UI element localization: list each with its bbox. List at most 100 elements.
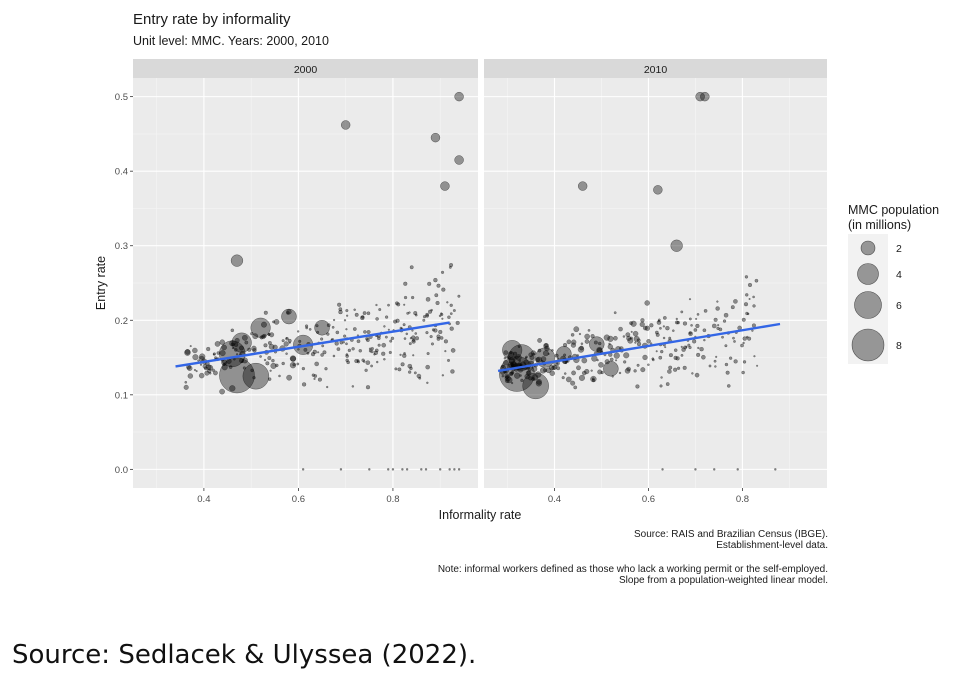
data-point [320,353,324,357]
data-point [741,317,746,322]
x-tick-label: 0.8 [736,494,749,505]
data-point [441,287,446,292]
data-point [441,374,444,377]
data-point [311,373,315,377]
data-point [640,318,645,323]
data-point [269,369,272,372]
data-point [314,361,319,367]
data-point [374,348,379,353]
data-point [197,359,200,362]
data-point [433,277,438,283]
data-point [427,281,432,286]
data-point [278,374,281,378]
data-point [214,341,221,347]
data-point [370,346,374,351]
data-point [362,311,367,315]
data-point [272,344,278,350]
data-point [556,346,572,362]
data-point [345,354,349,358]
data-point [438,468,442,471]
data-point [449,326,454,331]
data-point [607,344,614,350]
data-point [680,310,684,314]
chart-subtitle: Unit level: MMC. Years: 2000, 2010 [133,34,329,48]
data-point [403,337,407,340]
data-point [693,328,698,332]
data-point [454,155,464,165]
data-point [728,356,733,360]
data-point [587,329,591,332]
data-point [347,348,352,353]
data-point [571,370,576,376]
data-point [774,468,777,471]
data-point [692,339,697,344]
data-point [624,368,631,374]
data-point [745,335,749,339]
data-point [662,325,665,328]
data-point [673,367,678,372]
data-point [634,341,637,344]
data-point [581,357,588,364]
data-point [668,336,672,340]
data-point [251,345,257,352]
data-point [244,340,249,345]
facet-strip-2010 [484,59,827,78]
data-point [696,352,701,357]
data-point [321,344,325,348]
data-point [261,334,266,340]
data-point [286,374,292,381]
x-tick-label: 0.6 [292,494,305,505]
data-point [746,312,750,316]
data-point [514,372,521,379]
data-point [406,311,410,315]
data-point [409,366,413,371]
data-point [422,315,427,319]
data-point [428,309,433,314]
data-point [381,342,387,348]
data-point [353,308,356,311]
data-point [644,325,651,331]
data-point [632,330,639,337]
data-point [593,340,598,345]
data-point [661,468,664,471]
y-tick-label: 0.2 [115,316,128,327]
data-point [566,339,572,345]
data-point [426,351,430,356]
data-point [622,335,626,338]
data-point [676,366,681,370]
data-point [184,349,191,355]
legend-key-label: 6 [896,300,902,312]
data-point [736,468,739,471]
data-point [337,302,342,307]
data-point [450,369,455,374]
data-point [430,342,434,346]
data-point [688,317,692,321]
data-point [301,468,305,471]
data-point [439,336,444,340]
data-point [393,319,398,324]
data-point [724,344,728,348]
data-point [655,350,658,353]
data-point [581,370,587,376]
data-point [365,385,371,390]
data-point [712,323,717,329]
data-point [623,352,630,359]
data-point [408,370,412,374]
data-point [623,360,627,364]
data-point [289,362,297,369]
caption-source: Source: RAIS and Brazilian Census (IBGE)… [634,529,828,540]
data-point [313,374,318,378]
data-point [418,376,422,380]
data-point [688,331,693,336]
data-point [298,339,302,343]
data-point [449,303,453,307]
data-point [324,367,328,371]
data-point [366,330,371,335]
data-point [573,326,580,333]
data-point [697,346,700,350]
data-point [400,362,405,367]
data-point [584,339,590,344]
data-point [536,378,542,385]
caption-note: Note: informal workers defined as those … [437,564,828,575]
